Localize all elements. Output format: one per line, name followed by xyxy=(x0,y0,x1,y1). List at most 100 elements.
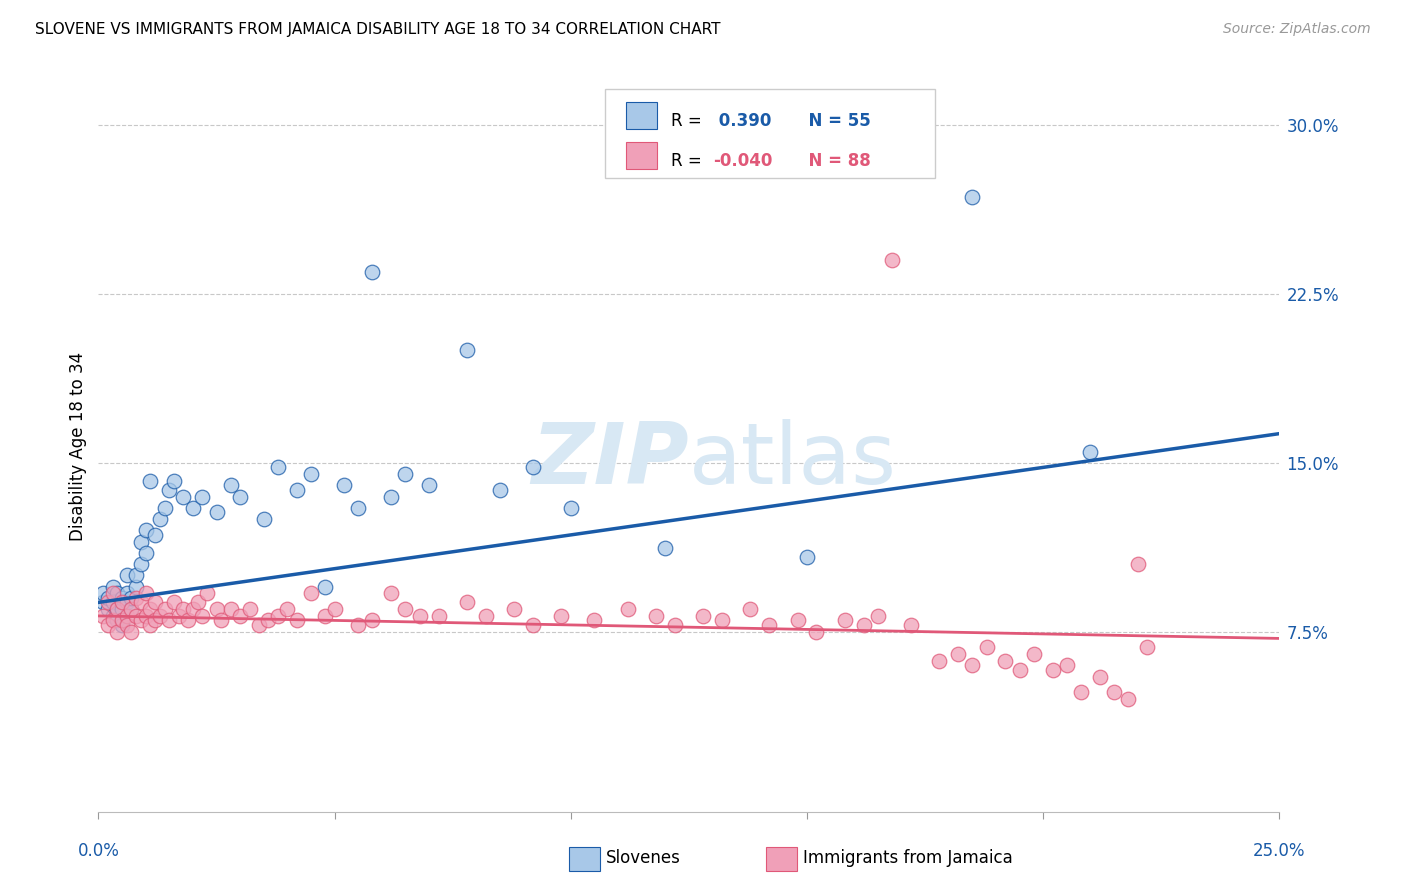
Point xyxy=(257,614,280,628)
Point xyxy=(91,608,114,623)
Point xyxy=(616,602,638,616)
Point xyxy=(475,608,498,623)
Point xyxy=(654,541,676,556)
Point xyxy=(181,602,204,616)
Point xyxy=(105,624,128,639)
Point xyxy=(219,478,242,492)
Point xyxy=(1116,692,1139,706)
Point xyxy=(135,524,157,538)
Point xyxy=(418,478,440,492)
Point xyxy=(101,614,124,628)
Point xyxy=(299,467,322,482)
Point xyxy=(880,253,903,268)
Point xyxy=(522,618,544,632)
Point xyxy=(314,580,336,594)
Point xyxy=(105,614,128,628)
Point xyxy=(456,343,478,358)
Point xyxy=(583,614,606,628)
Text: R =: R = xyxy=(671,152,702,169)
Point xyxy=(962,190,984,204)
Y-axis label: Disability Age 18 to 34: Disability Age 18 to 34 xyxy=(69,351,87,541)
Point xyxy=(834,614,856,628)
Point xyxy=(247,618,270,632)
Point xyxy=(143,595,166,609)
Point xyxy=(1042,663,1064,677)
Point xyxy=(135,608,157,623)
Text: atlas: atlas xyxy=(689,419,897,502)
Point xyxy=(97,595,120,609)
Text: -0.040: -0.040 xyxy=(713,152,772,169)
Point xyxy=(1070,685,1092,699)
Text: Immigrants from Jamaica: Immigrants from Jamaica xyxy=(803,849,1012,867)
Point xyxy=(323,602,346,616)
Point xyxy=(149,608,172,623)
Point xyxy=(157,614,180,628)
Point xyxy=(163,474,186,488)
Point xyxy=(758,618,780,632)
Point xyxy=(115,586,138,600)
Point xyxy=(380,586,402,600)
Point xyxy=(456,595,478,609)
Text: 0.390: 0.390 xyxy=(713,112,772,129)
Point xyxy=(1056,658,1078,673)
Point xyxy=(394,602,416,616)
Point xyxy=(711,614,734,628)
Point xyxy=(1008,663,1031,677)
Point xyxy=(125,591,148,605)
Text: R =: R = xyxy=(671,112,702,129)
Point xyxy=(489,483,512,497)
Point xyxy=(91,595,114,609)
Point xyxy=(143,614,166,628)
Point xyxy=(187,595,209,609)
Point xyxy=(253,512,276,526)
Point xyxy=(111,618,134,632)
Point xyxy=(209,614,232,628)
Point xyxy=(115,608,138,623)
Point xyxy=(105,602,128,616)
Point xyxy=(786,614,808,628)
Point xyxy=(394,467,416,482)
Point xyxy=(900,618,922,632)
Point xyxy=(129,557,152,571)
Text: ZIP: ZIP xyxy=(531,419,689,502)
Point xyxy=(111,591,134,605)
Point xyxy=(522,460,544,475)
Point xyxy=(644,608,666,623)
Point xyxy=(121,591,143,605)
Point xyxy=(550,608,572,623)
Point xyxy=(149,512,172,526)
Point xyxy=(267,460,290,475)
Point xyxy=(503,602,526,616)
Point xyxy=(1126,557,1149,571)
Point xyxy=(135,586,157,600)
Point xyxy=(361,614,384,628)
Point xyxy=(229,608,252,623)
Point xyxy=(276,602,298,616)
Point xyxy=(740,602,762,616)
Point xyxy=(97,591,120,605)
Point xyxy=(664,618,686,632)
Point xyxy=(866,608,889,623)
Point xyxy=(101,595,124,609)
Point xyxy=(361,264,384,278)
Point xyxy=(796,550,818,565)
Point xyxy=(852,618,875,632)
Point xyxy=(115,568,138,582)
Point xyxy=(205,505,228,519)
Point xyxy=(115,618,138,632)
Point xyxy=(191,608,214,623)
Text: 0.0%: 0.0% xyxy=(77,842,120,860)
Point xyxy=(962,658,984,673)
Point xyxy=(125,568,148,582)
Point xyxy=(129,534,152,549)
Point xyxy=(121,624,143,639)
Point xyxy=(560,500,582,515)
Point xyxy=(111,614,134,628)
Point xyxy=(129,595,152,609)
Point xyxy=(299,586,322,600)
Point xyxy=(91,586,114,600)
Point xyxy=(172,602,194,616)
Point xyxy=(105,586,128,600)
Point xyxy=(1088,670,1111,684)
Point xyxy=(153,602,176,616)
